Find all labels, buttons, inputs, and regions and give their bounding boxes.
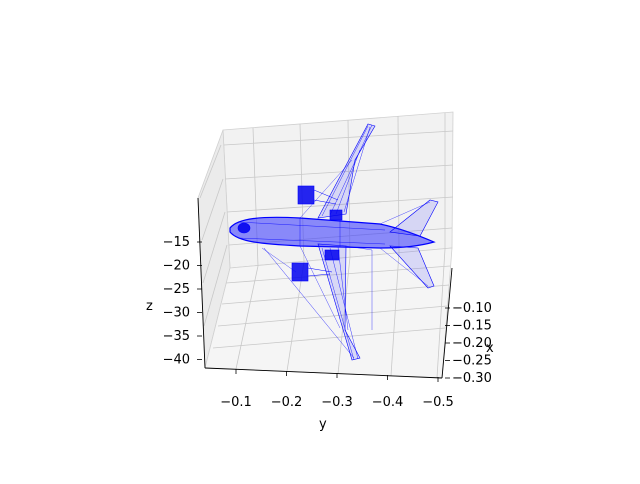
z-tick-label: −40 bbox=[163, 353, 190, 368]
lower-engine bbox=[291, 249, 340, 282]
tail-upper bbox=[389, 199, 439, 237]
y-tick-label: −0.2 bbox=[271, 395, 303, 410]
fuselage bbox=[229, 216, 436, 249]
x-axis-label: x bbox=[486, 341, 494, 356]
x-axis-line bbox=[441, 267, 453, 379]
grid-lines bbox=[199, 113, 454, 379]
x-tick-label: −0.20 bbox=[452, 336, 492, 351]
y-tick-labels: −0.1 −0.2 −0.3 −0.4 −0.5 bbox=[220, 369, 454, 410]
x-tick-label: −0.30 bbox=[452, 371, 492, 386]
z-tick-label: −25 bbox=[163, 282, 190, 297]
upper-engine bbox=[297, 185, 343, 221]
y-tick-label: −0.4 bbox=[372, 395, 404, 410]
x-tick-labels: −0.10 −0.15 −0.20 −0.25 −0.30 bbox=[445, 301, 492, 386]
x-tick-label: −0.15 bbox=[452, 319, 492, 334]
z-axis-label: z bbox=[146, 299, 153, 314]
z-tick-label: −35 bbox=[163, 329, 190, 344]
airplane-wireframe bbox=[229, 123, 439, 361]
z-tick-labels: −15 −20 −25 −30 −35 −40 bbox=[163, 235, 202, 368]
tail-lower bbox=[389, 245, 435, 289]
y-axis-line bbox=[204, 367, 443, 379]
lower-wing bbox=[317, 243, 361, 361]
x-tick-label: −0.10 bbox=[452, 301, 492, 316]
y-tick-label: −0.1 bbox=[220, 395, 252, 410]
y-tick-label: −0.3 bbox=[321, 395, 353, 410]
x-tick-label: −0.25 bbox=[452, 354, 492, 369]
z-tick-label: −15 bbox=[163, 235, 190, 250]
z-tick-label: −30 bbox=[163, 306, 190, 321]
z-tick-label: −20 bbox=[163, 259, 190, 274]
y-axis-label: y bbox=[319, 417, 327, 432]
z-axis-line bbox=[197, 197, 206, 369]
y-tick-label: −0.5 bbox=[422, 395, 454, 410]
